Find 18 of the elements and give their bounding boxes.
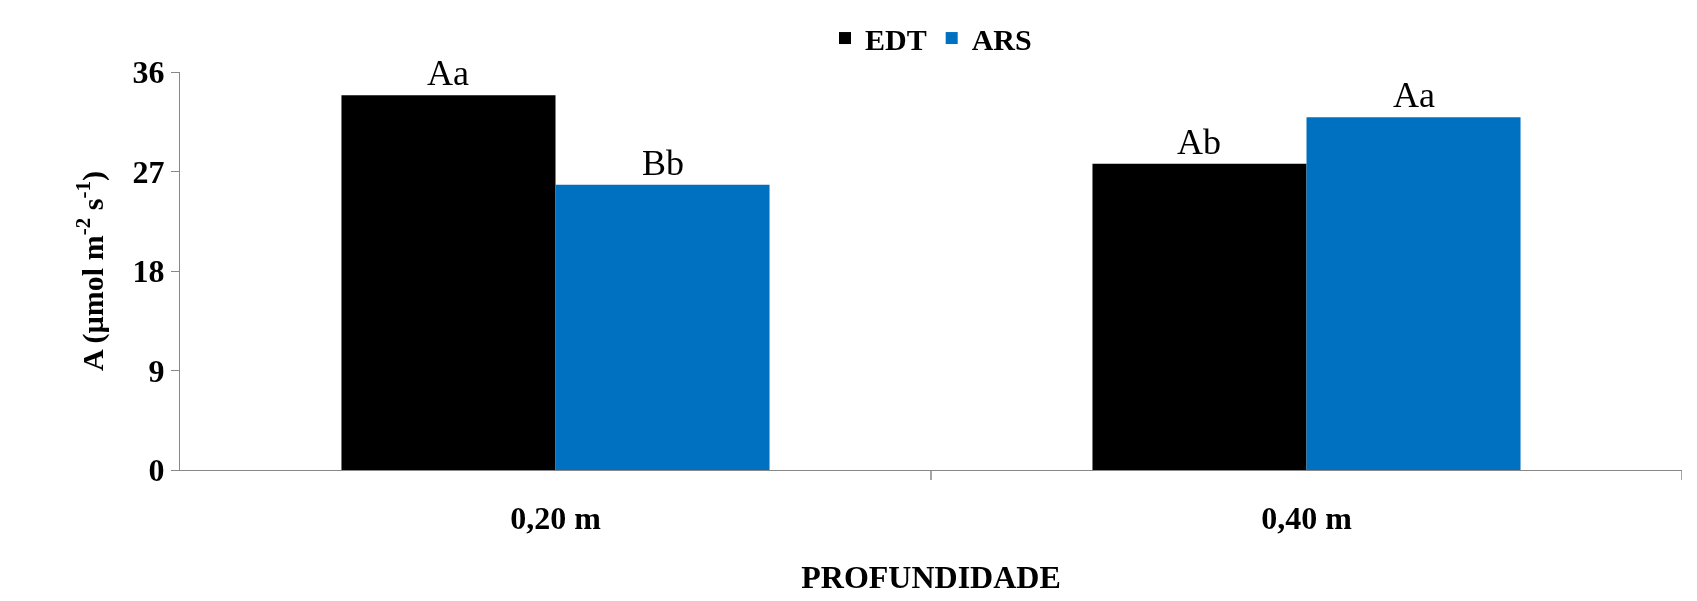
bar: [1306, 117, 1521, 470]
annotation: Bb: [642, 143, 685, 183]
y-tick-label: 27: [132, 153, 165, 190]
y-tick-label: 9: [148, 352, 165, 389]
bar: [341, 95, 556, 470]
annotation: Aa: [1393, 75, 1435, 115]
annotation: Ab: [1177, 122, 1221, 162]
x-axis-title: PROFUNDIDADE: [801, 559, 1061, 596]
y-tick-label: 36: [132, 54, 165, 91]
x-tick-label: 0,20 m: [510, 500, 602, 537]
annotation: Aa: [427, 53, 469, 93]
legend-label: ARS: [971, 22, 1032, 56]
legend-label: EDT: [865, 22, 927, 56]
y-tick-label: 18: [132, 253, 165, 290]
x-tick-label: 0,40 m: [1261, 500, 1353, 537]
y-tick-label: 0: [148, 452, 165, 489]
bar: [555, 184, 770, 470]
bar: [1092, 163, 1307, 470]
